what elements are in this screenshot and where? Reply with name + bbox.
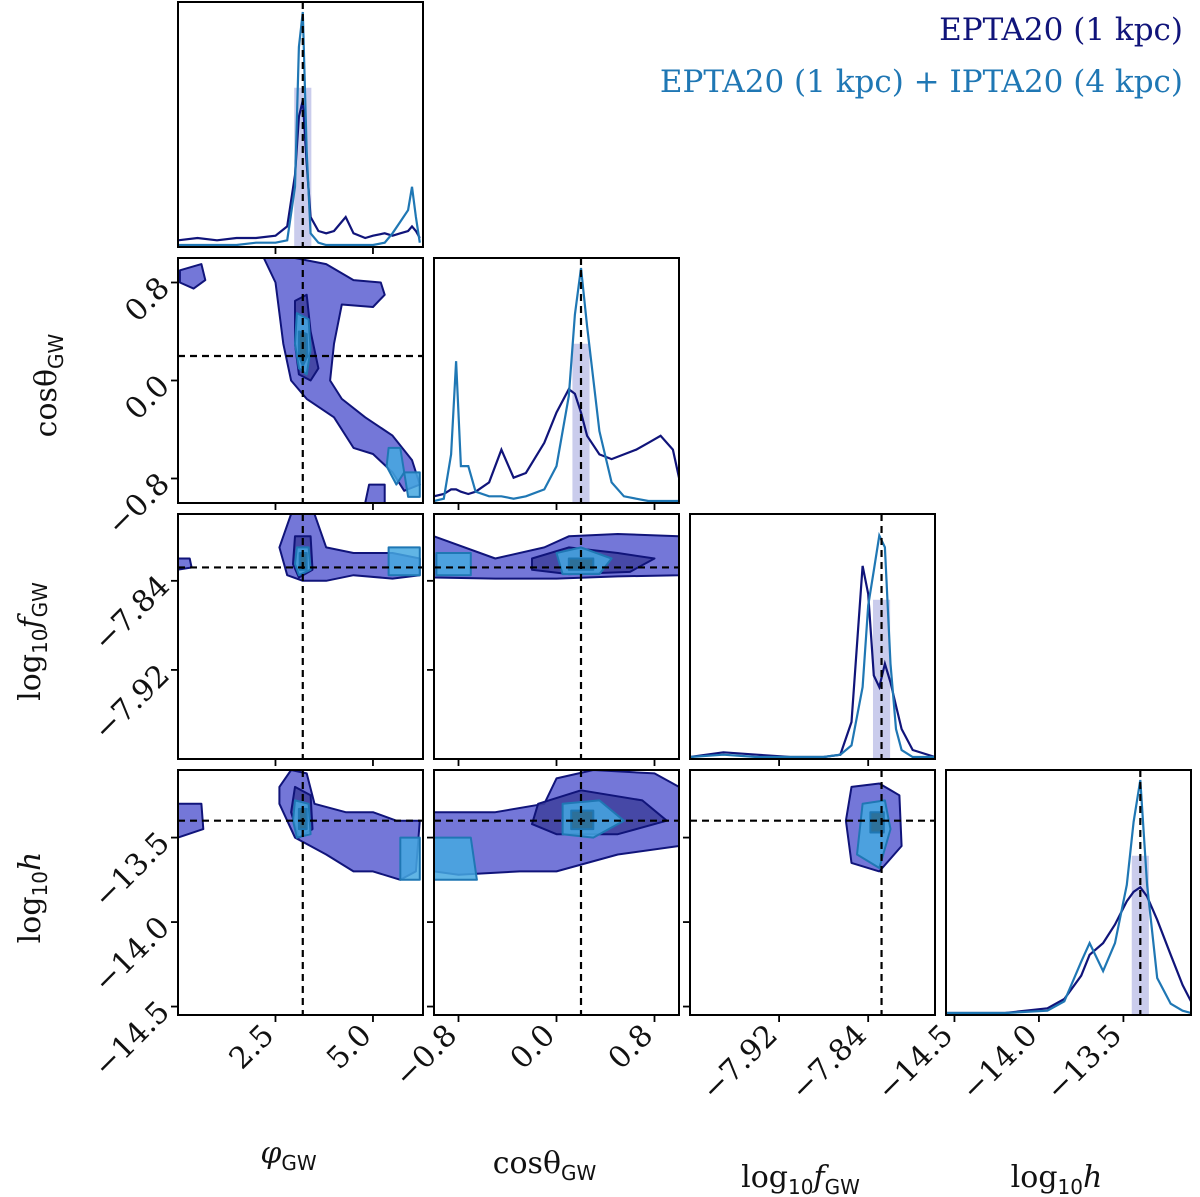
contour-logh-vs-phi-series-1-outer	[399, 836, 421, 881]
contour-logf-vs-phi-series-1-outer	[387, 546, 421, 577]
panel-logf-vs-costheta	[434, 514, 679, 759]
x-axis-label-logh: log10h	[1011, 1160, 1103, 1197]
contour-logf-vs-phi-series-1-inner	[298, 552, 308, 571]
xtick-label-logh-0: −14.5	[870, 1018, 960, 1108]
y-axis-label-logf: log10fGW	[13, 582, 52, 701]
ytick-label-costheta-0: −0.8	[100, 466, 176, 542]
contour-costheta-vs-phi-series-1-outer	[403, 471, 421, 498]
marginal-line-logh-series-1	[946, 779, 1191, 1015]
contour-costheta-vs-phi-series-0-outer	[178, 263, 207, 290]
ytick-label-logf-0: −7.92	[87, 658, 177, 748]
panel-logh-vs-logf	[690, 770, 935, 1015]
y-axis-label-costheta: cosθGW	[29, 333, 68, 437]
panel-costheta-vs-phi	[178, 258, 423, 503]
legend-entry-epta20-ipta20: EPTA20 (1 kpc) + IPTA20 (4 kpc)	[660, 64, 1183, 100]
marginal-line-logf-series-1	[690, 531, 935, 759]
contour-logh-vs-costheta-series-1-outer	[434, 836, 478, 881]
marginal-line-phi-series-1	[178, 11, 421, 247]
xtick-label-costheta-1: 0.0	[504, 1018, 562, 1076]
contour-logh-vs-logf-series-1-inner	[869, 811, 885, 834]
panel-costheta-vs-costheta	[434, 258, 679, 503]
ytick-label-logf-1: −7.84	[87, 569, 177, 659]
xtick-label-logh-2: −13.5	[1039, 1018, 1129, 1108]
panel-logh-vs-phi	[178, 770, 423, 1015]
panel-frame-logf-vs-logf	[689, 513, 936, 760]
xtick-label-costheta-0: −0.8	[388, 1018, 464, 1094]
panel-frame-logh-vs-logf	[689, 769, 936, 1016]
panels-group: −0.80.00.8−7.92−7.842.5 5.0−14.5−14.0−13.…	[13, 1, 1192, 1197]
panel-logh-vs-costheta	[434, 770, 679, 1015]
panel-frame-phi-vs-phi	[177, 1, 424, 248]
x-axis-label-phi: φGW	[260, 1136, 317, 1175]
panel-frame-logh-vs-phi	[177, 769, 424, 1016]
xtick-label-phi-0: 2.5	[223, 1018, 281, 1076]
xtick-label-logf-0: −7.92	[695, 1018, 785, 1108]
contour-logf-vs-costheta-series-1-outer	[435, 552, 472, 577]
legend: EPTA20 (1 kpc) EPTA20 (1 kpc) + IPTA20 (…	[660, 12, 1183, 100]
contour-costheta-vs-phi-series-1-outer	[385, 446, 406, 486]
xtick-label-logf-1: −7.84	[784, 1018, 874, 1108]
marginal-credible-band-logh	[1131, 855, 1149, 1015]
xtick-label-costheta-2: 0.8	[602, 1018, 660, 1076]
ytick-label-costheta-2: 0.8	[118, 270, 176, 328]
marginal-credible-band-costheta	[572, 343, 590, 503]
ytick-label-logh-0: −14.5	[87, 995, 177, 1085]
y-axis-label-logh: log10h	[13, 852, 52, 944]
xtick-label-logh-1: −14.0	[955, 1018, 1045, 1108]
xtick-label-phi-1: 5.0	[320, 1018, 378, 1076]
legend-entry-epta20: EPTA20 (1 kpc)	[939, 12, 1183, 48]
panel-phi-vs-phi	[178, 2, 421, 247]
ytick-label-logh-2: −13.5	[87, 826, 177, 916]
x-axis-label-logf: log10fGW	[741, 1160, 860, 1197]
contour-costheta-vs-phi-series-0-outer	[364, 483, 386, 503]
ytick-label-logh-1: −14.0	[87, 910, 177, 1000]
marginal-line-costheta-series-0	[434, 387, 679, 498]
marginal-line-logf-series-0	[690, 565, 935, 759]
panel-logf-vs-phi	[178, 514, 423, 759]
marginal-line-phi-series-0	[178, 100, 421, 242]
marginal-line-costheta-series-1	[434, 267, 679, 503]
panel-frame-logf-vs-phi	[177, 513, 424, 760]
contour-logf-vs-phi-series-0-outer	[278, 514, 421, 582]
panel-logf-vs-logf	[690, 514, 935, 759]
panel-logh-vs-logh	[946, 770, 1191, 1015]
x-axis-label-costheta: cosθGW	[493, 1146, 597, 1185]
panel-frame-logh-vs-logh	[945, 769, 1192, 1016]
ytick-label-costheta-1: 0.0	[118, 368, 176, 426]
